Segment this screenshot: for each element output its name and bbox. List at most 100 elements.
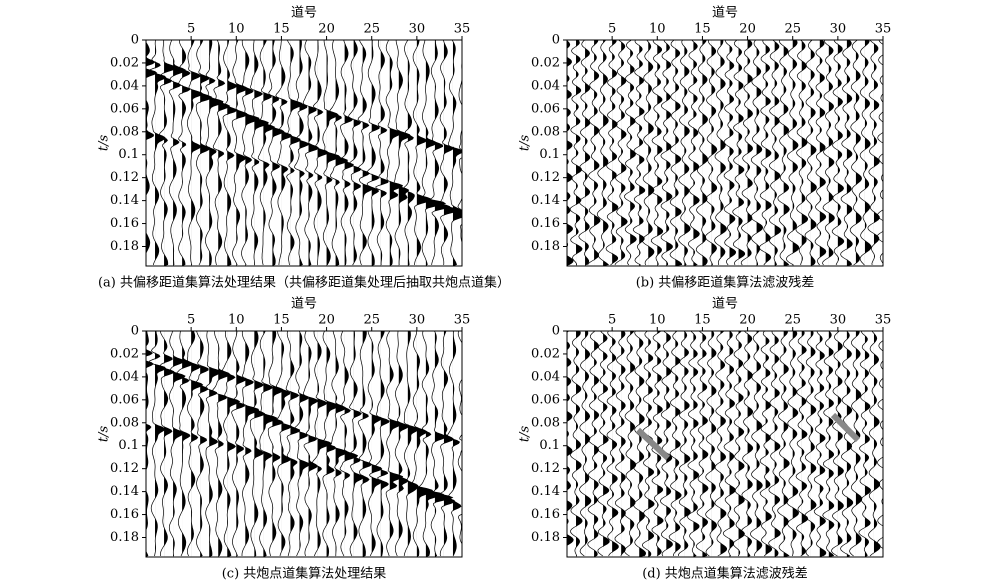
trace xyxy=(421,40,447,266)
trace-fill xyxy=(603,40,609,266)
trace xyxy=(705,331,717,557)
trace xyxy=(633,331,647,557)
trace xyxy=(579,331,592,557)
trace-fill xyxy=(200,331,209,557)
trace xyxy=(293,331,310,557)
trace xyxy=(632,40,646,266)
trace xyxy=(822,40,835,266)
y-tick-label: 0.18 xyxy=(531,530,560,545)
trace xyxy=(804,40,817,266)
trace xyxy=(267,331,284,557)
trace-fill xyxy=(371,40,380,266)
y-tick-label: 0.18 xyxy=(110,239,139,254)
x-tick-label: 10 xyxy=(649,22,666,37)
trace xyxy=(403,331,419,557)
trace-fill xyxy=(209,40,223,266)
trace-fill xyxy=(462,40,471,266)
caption: (d) 共炮点道集算法滤波残差 xyxy=(642,566,808,582)
trace-fill xyxy=(792,40,799,266)
trace-fill xyxy=(892,40,898,266)
y-tick-label: 0.12 xyxy=(531,461,560,476)
trace xyxy=(597,331,610,557)
trace-fill xyxy=(344,40,354,266)
trace xyxy=(322,40,341,266)
y-tick-label: 0.02 xyxy=(531,55,560,70)
caption: (b) 共偏移距道集算法滤波残差 xyxy=(636,275,815,291)
trace-fill xyxy=(594,331,599,557)
trace xyxy=(831,40,845,266)
trace xyxy=(732,40,746,266)
trace-fill xyxy=(828,331,834,557)
x-tick-label: 15 xyxy=(694,22,711,37)
trace xyxy=(569,40,583,266)
trace-fill xyxy=(218,40,230,266)
trace-fill xyxy=(720,40,727,266)
y-tick-label: 0.12 xyxy=(110,170,139,185)
y-tick-label: 0 xyxy=(552,33,560,48)
x-axis-title: 道号 xyxy=(291,6,317,21)
trace xyxy=(740,40,753,266)
trace xyxy=(822,331,835,557)
trace xyxy=(187,40,204,266)
trace-fill xyxy=(747,40,753,266)
trace-fill xyxy=(182,331,193,557)
trace xyxy=(457,60,462,244)
trace-fill xyxy=(810,331,817,557)
y-tick-label: 0.08 xyxy=(531,124,560,139)
trace xyxy=(357,331,373,557)
trace xyxy=(687,331,700,557)
x-tick-label: 35 xyxy=(454,313,471,328)
trace xyxy=(605,40,619,266)
x-tick-label: 30 xyxy=(409,313,426,328)
trace-fill xyxy=(855,40,862,266)
trace xyxy=(570,331,583,557)
trace-fill xyxy=(308,331,318,557)
trace xyxy=(587,40,601,266)
trace xyxy=(205,331,222,557)
trace-fill xyxy=(612,331,619,557)
trace xyxy=(322,331,340,557)
y-tick-label: 0.16 xyxy=(531,507,560,522)
trace-fill xyxy=(883,40,889,266)
y-tick-label: 0.1 xyxy=(539,438,560,453)
trace xyxy=(268,40,285,266)
trace xyxy=(714,331,728,557)
trace-fill xyxy=(389,40,403,266)
trace xyxy=(146,331,154,557)
trace-fill xyxy=(263,40,275,266)
trace-fill xyxy=(576,40,583,266)
trace xyxy=(886,331,898,556)
trace xyxy=(375,40,389,266)
y-axis-title: t/s xyxy=(97,135,112,152)
x-tick-label: 5 xyxy=(608,313,616,328)
x-axis-title: 道号 xyxy=(291,297,317,312)
trace xyxy=(777,40,790,266)
trace xyxy=(723,40,736,266)
trace xyxy=(259,331,278,557)
trace xyxy=(205,40,224,266)
trace xyxy=(286,40,304,266)
trace xyxy=(159,331,175,557)
wiggles xyxy=(146,331,482,557)
trace-fill xyxy=(146,331,154,557)
trace xyxy=(650,40,664,265)
trace xyxy=(257,40,276,266)
y-tick-label: 0.06 xyxy=(531,101,560,116)
x-tick-label: 10 xyxy=(228,22,245,37)
trace-fill xyxy=(567,40,574,266)
y-tick-label: 0.04 xyxy=(110,78,139,93)
trace-fill xyxy=(471,331,482,557)
trace xyxy=(840,331,854,557)
trace xyxy=(858,331,872,557)
trace-fill xyxy=(281,331,292,557)
y-tick-label: 0.04 xyxy=(531,369,560,384)
trace xyxy=(367,331,383,557)
trace xyxy=(678,40,691,266)
y-tick-label: 0.06 xyxy=(531,392,560,407)
trace-fill xyxy=(630,40,637,266)
trace xyxy=(705,40,718,266)
trace-fill xyxy=(245,331,259,557)
trace-fill xyxy=(657,40,663,266)
trace xyxy=(623,331,637,557)
x-tick-label: 20 xyxy=(318,22,335,37)
